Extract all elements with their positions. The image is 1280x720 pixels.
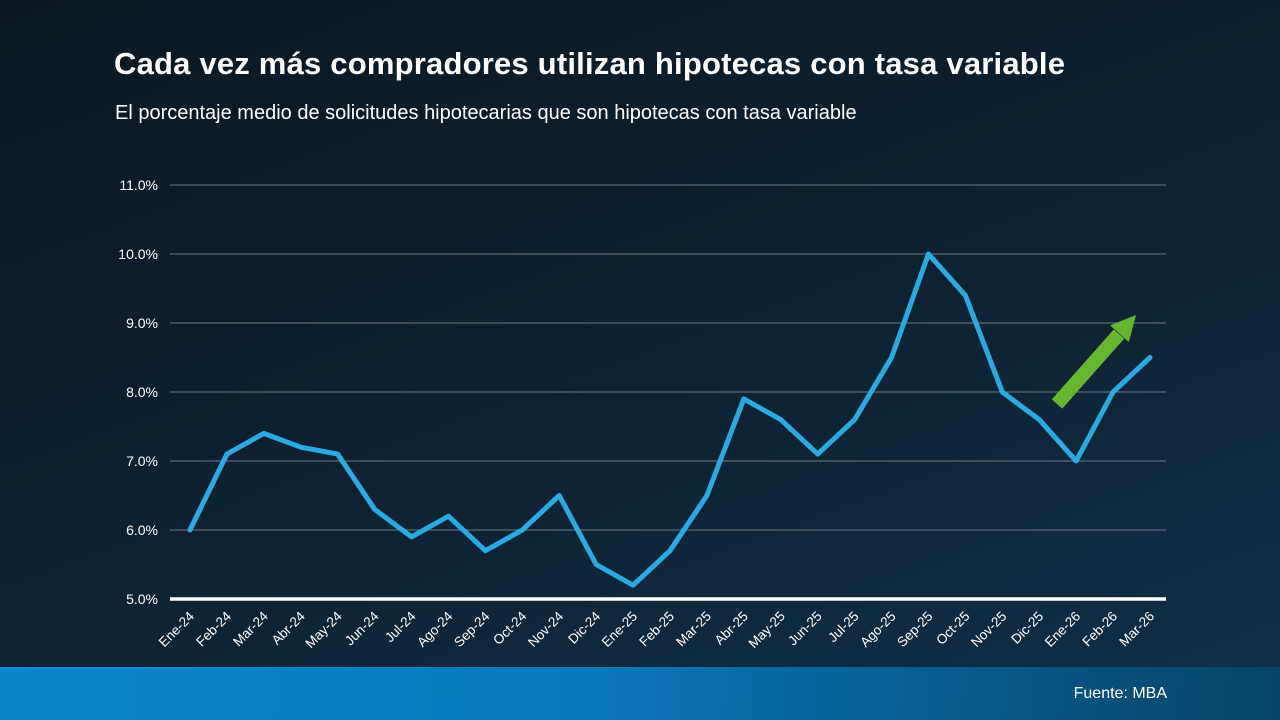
svg-text:May-25: May-25 [745,609,787,651]
y-axis-labels: 5.0% 6.0% 7.0% 8.0% 9.0% 10.0% 11.0% [118,177,158,607]
svg-text:Jun-24: Jun-24 [342,608,382,648]
svg-text:5.0%: 5.0% [126,591,158,607]
svg-text:Ene-26: Ene-26 [1042,609,1083,650]
chart-subtitle: El porcentaje medio de solicitudes hipot… [115,102,857,124]
svg-text:May-24: May-24 [302,608,345,651]
svg-text:7.0%: 7.0% [126,453,158,469]
svg-text:Oct-25: Oct-25 [933,609,972,648]
svg-text:Mar-25: Mar-25 [673,609,714,650]
svg-text:Nov-25: Nov-25 [968,609,1009,650]
line-chart: 5.0%6.0%7.0%8.0%9.0%10.0%11.0%Ene-24Feb-… [118,177,1166,651]
y-gridlines [170,184,1166,531]
svg-text:Jun-25: Jun-25 [785,609,825,649]
svg-text:Abr-24: Abr-24 [269,608,309,648]
svg-text:9.0%: 9.0% [126,315,158,331]
svg-text:10.0%: 10.0% [118,246,158,262]
chart-title: Cada vez más compradores utilizan hipote… [114,46,1066,81]
svg-text:Feb-26: Feb-26 [1079,609,1120,650]
svg-text:Mar-24: Mar-24 [230,608,271,649]
svg-text:Mar-26: Mar-26 [1116,609,1157,650]
svg-text:6.0%: 6.0% [126,522,158,538]
svg-text:11.0%: 11.0% [119,177,158,193]
svg-text:Nov-24: Nov-24 [525,608,567,650]
footer-bar: Fuente: MBA [0,667,1280,720]
trend-arrow-icon [1051,315,1136,409]
svg-text:Feb-25: Feb-25 [636,609,677,650]
svg-text:Abr-25: Abr-25 [712,609,751,648]
source-label: Fuente: MBA [1073,684,1167,702]
svg-text:8.0%: 8.0% [126,384,158,400]
svg-text:Ago-24: Ago-24 [414,608,456,650]
svg-text:Feb-24: Feb-24 [193,608,234,649]
svg-text:Ene-24: Ene-24 [156,608,198,650]
svg-text:Sep-25: Sep-25 [894,609,935,650]
svg-text:Sep-24: Sep-24 [451,608,493,650]
svg-text:Dic-25: Dic-25 [1008,609,1046,647]
data-line [187,251,1153,588]
svg-text:Ene-25: Ene-25 [599,609,640,650]
svg-text:Oct-24: Oct-24 [490,608,530,648]
svg-text:Dic-24: Dic-24 [565,608,604,647]
svg-text:Ago-25: Ago-25 [857,609,898,650]
